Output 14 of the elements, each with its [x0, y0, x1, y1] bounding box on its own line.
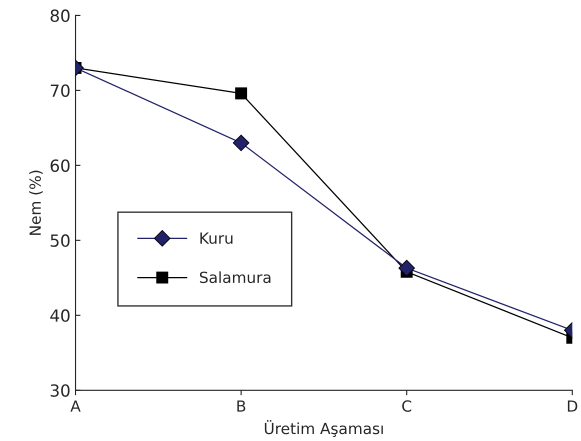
y-tick-label: 60	[50, 159, 70, 172]
y-tick-label: 30	[50, 384, 70, 397]
x-tick-label: B	[237, 400, 246, 412]
legend-label: Salamura	[200, 271, 270, 284]
x-tick-label: C	[402, 400, 412, 412]
y-tick-label: 70	[50, 84, 70, 97]
y-tick-label: 80	[50, 9, 70, 22]
y-tick-label: 40	[50, 309, 70, 322]
x-axis-title: Üretim Aşaması	[264, 420, 383, 437]
x-tick-label: A	[70, 400, 81, 412]
y-axis-title: Nem (%)	[29, 170, 43, 235]
legend-label: Kuru	[200, 232, 232, 244]
x-tick-label: D	[568, 400, 578, 412]
y-tick-label: 50	[50, 234, 70, 247]
